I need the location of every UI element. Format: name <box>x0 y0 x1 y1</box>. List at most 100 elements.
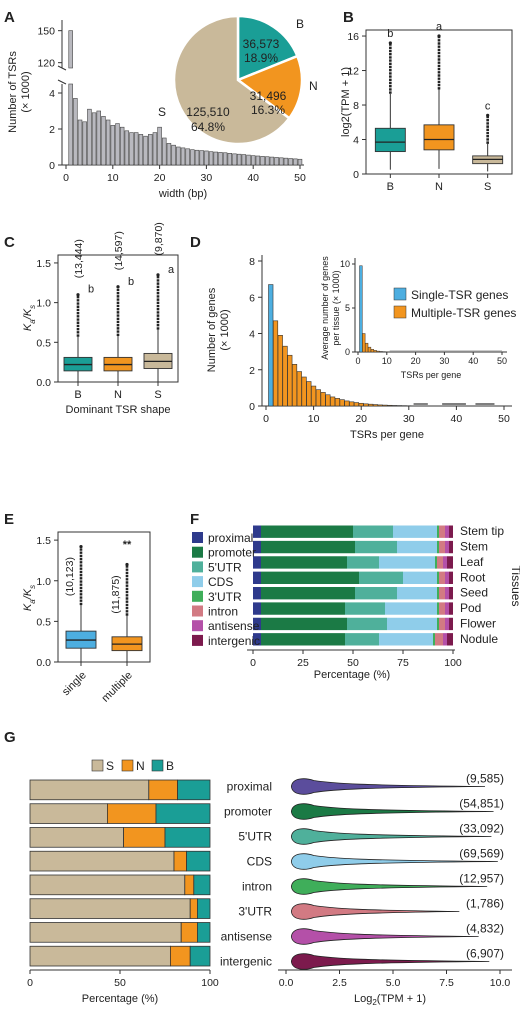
tissue-label: Seed <box>460 586 488 600</box>
bar <box>297 158 303 166</box>
bar-multiple <box>287 354 293 407</box>
stack-segment-CDS <box>393 525 437 538</box>
legend-label: 5'UTR <box>208 560 242 574</box>
x-tick-label: 2.5 <box>332 977 347 989</box>
tissue-label: Stem <box>460 540 488 554</box>
outlier-point <box>116 285 120 289</box>
y-tick-label: 2 <box>49 124 55 136</box>
bar <box>218 152 223 166</box>
significance-stars: ** <box>123 539 132 551</box>
stack-segment-5UTR <box>345 602 385 615</box>
bar-multiple <box>301 376 307 407</box>
x-tick-label: 30 <box>403 413 415 425</box>
panel-label-B: B <box>343 9 354 26</box>
bar <box>241 154 247 166</box>
stack-segment-antisense <box>445 571 449 584</box>
bar <box>185 148 190 166</box>
bar <box>157 126 162 166</box>
legend-label: promoter <box>208 546 256 560</box>
bar-upper <box>68 30 73 69</box>
stack-segment-intron <box>439 540 445 554</box>
y-axis-title: Number of TSRs <box>7 51 19 133</box>
inset-bar-single <box>359 265 363 353</box>
bar <box>274 157 279 166</box>
violin-category-label: proximal <box>227 780 272 794</box>
y-tick-label: 1.0 <box>36 298 51 310</box>
stack-segment-proximal <box>253 571 261 584</box>
x-axis-title: Percentage (%) <box>314 669 390 681</box>
y-tick-label: 6 <box>249 292 255 304</box>
stack-segment-B <box>189 945 211 967</box>
stack-segment-intron <box>435 633 443 646</box>
bar <box>194 149 200 166</box>
inset-x-tick-label: 0 <box>355 356 360 366</box>
bar-multiple <box>330 396 336 407</box>
y-tick-label: 0.5 <box>36 337 51 349</box>
y-tick-label: 16 <box>347 31 359 43</box>
x-tick-label: 40 <box>247 172 259 184</box>
inset-y-title-group: Average number of genes per tissue (× 100… <box>320 256 341 360</box>
inset-y-axis-title: Average number of genes <box>320 256 330 360</box>
y-tick-label: 0 <box>249 401 255 413</box>
bar-multiple <box>363 403 369 407</box>
stack-segment-N <box>123 827 166 848</box>
bar <box>180 147 186 166</box>
panel-label-F: F <box>190 511 199 528</box>
count-label: (10,123) <box>64 557 76 596</box>
bar-multiple <box>349 401 355 407</box>
stack-segment-B <box>193 874 211 896</box>
violin-category-label: CDS <box>247 855 272 869</box>
legend-swatch-single <box>393 287 407 301</box>
bar-multiple <box>372 404 379 407</box>
y-tick-label: 0.0 <box>36 657 51 669</box>
stack-segment-promoter <box>261 587 355 600</box>
legend-label: intergenic <box>208 634 260 648</box>
inset-x-tick-label: 40 <box>468 356 478 366</box>
x-tick-label: B <box>387 181 394 193</box>
bar <box>77 119 83 166</box>
plot-frame <box>57 531 151 663</box>
stack-segment-antisense <box>445 617 449 631</box>
stack-segment-antisense <box>443 556 447 569</box>
count-label-group: (10,123) <box>64 557 76 596</box>
bar <box>115 123 120 166</box>
stack-segment-antisense <box>443 633 447 646</box>
stack-segment-B <box>155 803 211 824</box>
inset-bar-multiple <box>373 350 377 353</box>
legend-swatch <box>192 576 203 588</box>
x-tick-label: 20 <box>154 172 166 184</box>
bar <box>91 112 97 166</box>
x-axis-title: width (bp) <box>158 188 207 200</box>
x-tick-label: N <box>114 389 122 401</box>
violin-intron <box>290 878 488 895</box>
violin-count-label: (54,851) <box>459 797 504 811</box>
tissue-label: Nodule <box>460 632 498 646</box>
stack-segment-intergenic <box>447 633 453 646</box>
tissues-title: Tissues <box>509 566 520 607</box>
y-axis-title: log2(TPM + 1) <box>340 67 352 137</box>
y-tick-label: 0 <box>49 160 55 172</box>
bar <box>288 158 293 166</box>
x-tick-label: 10.0 <box>490 977 511 989</box>
violin-category-label: intergenic <box>220 955 272 969</box>
violin-category-label: promoter <box>224 805 272 819</box>
significance-letter: c <box>485 100 491 112</box>
stack-segment-intergenic <box>449 540 453 554</box>
significance-letter: a <box>436 21 443 33</box>
box-N <box>423 124 455 151</box>
bar <box>171 144 176 166</box>
stack-segment-intergenic <box>449 617 453 631</box>
stack-segment-proximal <box>253 617 261 631</box>
stack-segment-5UTR <box>347 617 387 631</box>
pie-name-N: N <box>309 79 318 93</box>
y-axis-title-part: a <box>28 599 37 604</box>
outlier-point <box>156 273 160 277</box>
outlier-point <box>437 34 441 38</box>
bar-multiple <box>377 404 383 407</box>
stack-segment-B <box>177 779 211 801</box>
panel-label-C: C <box>4 234 15 251</box>
pie-slice-N <box>235 54 304 121</box>
count-label-group: (14,597) <box>113 231 125 270</box>
stack-segment-5UTR <box>353 525 393 538</box>
legend-label-single: Single-TSR genes <box>411 288 508 302</box>
